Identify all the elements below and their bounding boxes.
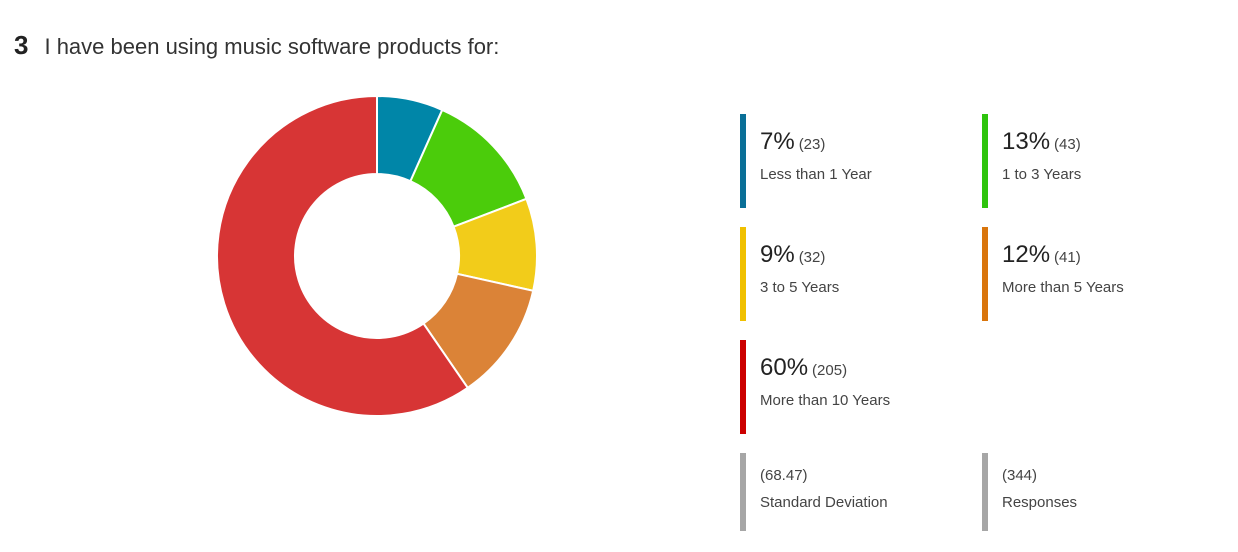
legend-percent: 12% [1002,241,1051,268]
legend-percent: 13% [1002,128,1051,155]
donut-chart [216,94,538,417]
stat-responses: (344) Responses [982,453,1077,531]
legend-color-bar [982,227,988,321]
stat-value: (68.47) [760,467,808,484]
legend-color-bar [982,114,988,208]
legend-label: More than 5 Years [1002,279,1124,296]
legend-percent: 9% [760,241,795,268]
legend-label: More than 10 Years [760,392,891,409]
stat-bar [740,453,746,531]
legend-color-bar [740,114,746,208]
legend-item-more-than-5-years: 12% (41) More than 5 Years [982,227,1124,321]
stat-value: (344) [1002,467,1038,484]
question-number: 3 [14,30,29,60]
question-header: 3 I have been using music software produ… [14,30,499,61]
legend-count: (23) [798,136,826,153]
legend-item-less-than-1-year: 7% (23) Less than 1 Year [740,114,872,208]
legend-item-more-than-10-years: 60% (205) More than 10 Years [740,340,890,434]
stat-label: Responses [1002,494,1078,511]
legend-count: (41) [1054,249,1081,266]
legend-item-3-to-5-years: 9% (32) 3 to 5 Years [740,227,839,321]
question-text: I have been using music software product… [44,34,500,59]
legend-label: 1 to 3 Years [1002,166,1082,183]
donut-slice-more-than-10-years [216,94,470,417]
legend-count: (32) [798,249,826,266]
legend-color-bar [740,227,746,321]
stat-label: Standard Deviation [760,494,888,511]
stat-bar [982,453,988,531]
legend-count: (205) [812,362,848,379]
legend-percent: 60% [760,354,809,381]
legend-label: Less than 1 Year [760,166,872,183]
legend-percent: 7% [760,128,795,155]
legend-item-1-to-3-years: 13% (43) 1 to 3 Years [982,114,1081,208]
legend-count: (43) [1054,136,1081,153]
stat-standard-deviation: (68.47) Standard Deviation [740,453,888,531]
legend-color-bar [740,340,746,434]
legend-label: 3 to 5 Years [760,279,840,296]
